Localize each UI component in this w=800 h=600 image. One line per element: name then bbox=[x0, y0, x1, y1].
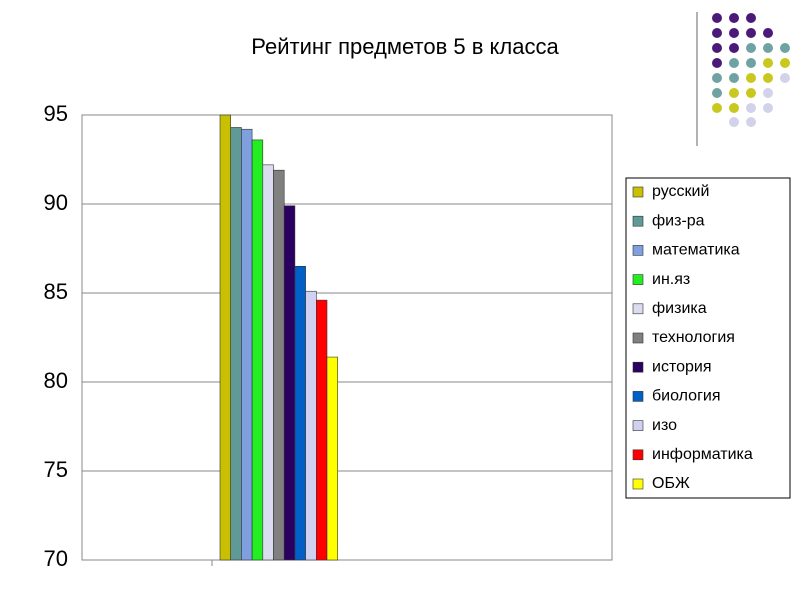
bar bbox=[251, 139, 264, 561]
y-tick-label: 70 bbox=[44, 546, 68, 571]
legend-swatch bbox=[632, 420, 644, 431]
decoration-dots bbox=[712, 13, 790, 127]
legend-swatch bbox=[632, 361, 644, 373]
y-tick-label: 90 bbox=[44, 190, 68, 215]
y-tick-label: 85 bbox=[44, 279, 68, 304]
legend-swatch bbox=[632, 478, 644, 490]
y-tick-label: 75 bbox=[44, 457, 68, 482]
legend-swatch bbox=[632, 274, 644, 285]
legend-label: русский bbox=[652, 183, 709, 200]
legend-label: ОБЖ bbox=[652, 475, 690, 492]
legend-label: изо bbox=[652, 417, 677, 434]
chart-title: Рейтинг предметов 5 в класса bbox=[251, 34, 559, 59]
bar bbox=[273, 169, 285, 561]
bar bbox=[241, 128, 253, 561]
bar bbox=[283, 205, 296, 561]
legend-label: математика bbox=[652, 242, 740, 259]
legend-swatch bbox=[632, 215, 644, 227]
y-tick-label: 80 bbox=[44, 368, 68, 393]
legend-label: ин.яз bbox=[652, 271, 690, 288]
legend-label: история bbox=[652, 358, 711, 375]
y-tick-label: 95 bbox=[44, 101, 68, 126]
bar bbox=[262, 164, 274, 561]
legend-swatch bbox=[632, 449, 644, 461]
legend-label: физика bbox=[652, 300, 707, 317]
legend-swatch bbox=[632, 332, 644, 344]
legend-label: информатика bbox=[652, 446, 753, 463]
legend-swatch bbox=[632, 391, 644, 402]
plot-area bbox=[81, 114, 613, 561]
legend-swatch bbox=[632, 245, 644, 256]
bar bbox=[315, 299, 328, 561]
legend-swatch bbox=[632, 186, 644, 198]
legend bbox=[625, 177, 791, 499]
legend-label: биология bbox=[652, 388, 721, 405]
bar bbox=[294, 265, 306, 561]
bar bbox=[326, 356, 338, 561]
legend-label: технология bbox=[652, 329, 735, 346]
legend-swatch bbox=[632, 303, 644, 315]
bar bbox=[230, 127, 242, 561]
legend-label: физ-ра bbox=[652, 212, 705, 229]
bar bbox=[219, 114, 231, 561]
bar bbox=[305, 290, 317, 561]
